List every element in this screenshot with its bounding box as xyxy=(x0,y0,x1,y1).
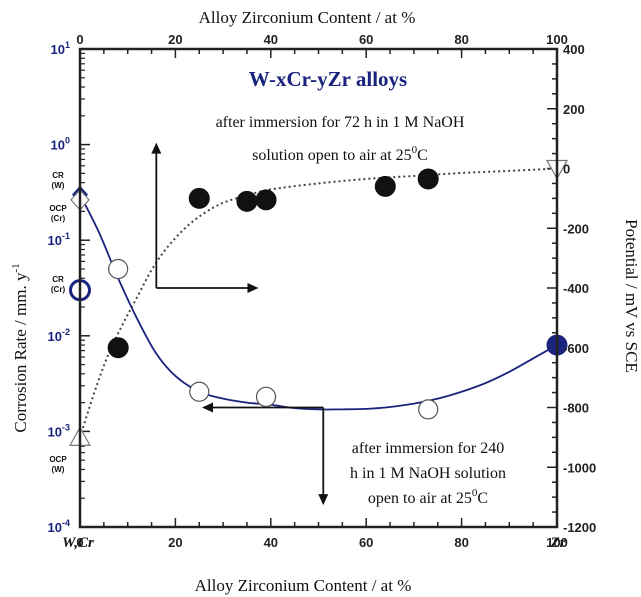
y-left-tick-label: 101 xyxy=(51,40,70,57)
y-left-tick-base: 10 xyxy=(48,233,62,248)
label-cr-w-2: (W) xyxy=(52,181,65,190)
y-left-tick-label: 10-2 xyxy=(48,327,70,344)
x-tick-label-bottom: 80 xyxy=(454,535,468,550)
annotation-top-line2: solution open to air at 250C xyxy=(252,144,428,164)
potential-point xyxy=(188,187,210,209)
corrosion-rate-point xyxy=(418,399,439,420)
annotation-bottom-sup: 0 xyxy=(472,487,478,499)
annotation-bottom-line1: after immersion for 240 xyxy=(352,440,504,457)
y-left-tick-label: 10-1 xyxy=(48,231,70,248)
corrosion-rate-fit-curve xyxy=(79,194,558,411)
label-ocp-cr-2: (Cr) xyxy=(51,214,66,223)
corrosion-rate-point xyxy=(108,258,129,280)
y-right-tick-label: 200 xyxy=(563,102,585,117)
y-right-tick-label: -400 xyxy=(563,281,589,296)
y-right-tick-label: -800 xyxy=(563,401,589,416)
corner-label-left: W,Cr xyxy=(62,535,94,551)
annotation-bottom-line2: h in 1 M NaOH solution xyxy=(350,465,506,482)
annotation-bottom-unit: C xyxy=(477,490,488,507)
corrosion-rate-point xyxy=(189,381,210,402)
arrow-up-head xyxy=(151,142,162,154)
y-left-tick-base: 10 xyxy=(48,520,62,535)
arrow-right-head xyxy=(247,283,259,293)
arrows xyxy=(151,142,329,506)
y-left-tick-exp: 1 xyxy=(65,40,70,50)
y-left-tick-exp: -1 xyxy=(62,231,70,241)
x-tick-label-bottom: 100 xyxy=(546,535,568,550)
potential-fit-curve xyxy=(79,167,558,438)
y-right-tick-label: -1000 xyxy=(563,460,596,475)
annotation-top-text: solution open to air at 25 xyxy=(252,147,412,164)
label-cr-cr-1: CR xyxy=(52,275,64,284)
label-ocp-cr-1: OCP xyxy=(49,204,67,213)
y-axis-title-left-text: Corrosion Rate / mm. y xyxy=(11,272,30,433)
x-tick-label-top: 80 xyxy=(454,32,468,47)
label-cr-w-1: CR xyxy=(52,171,64,180)
y-right-tick-label: 0 xyxy=(563,162,570,177)
annotation-top-unit: C xyxy=(417,147,428,164)
y-axis-title-left-sup: -1 xyxy=(10,263,22,272)
annotation-bottom-text: open to air at 25 xyxy=(368,490,472,507)
x-tick-label-top: 40 xyxy=(264,32,278,47)
annotation-bottom-line3: open to air at 250C xyxy=(368,487,488,507)
x-axis-title-bottom: Alloy Zirconium Content / at % xyxy=(195,576,412,595)
potential-point xyxy=(417,168,439,190)
tick-labels: 00202040406060808010010010110010-110-210… xyxy=(48,32,597,550)
arrow-down-head xyxy=(318,494,329,506)
y-left-tick-base: 10 xyxy=(51,42,65,57)
y-right-tick-label: -1200 xyxy=(563,520,596,535)
y-left-tick-exp: -2 xyxy=(62,327,70,337)
y-left-tick-base: 10 xyxy=(48,329,62,344)
y-left-tick-label: 100 xyxy=(51,136,70,153)
y-left-tick-label: 10-3 xyxy=(48,422,70,439)
annotation-top-sup: 0 xyxy=(412,144,418,156)
potential-point xyxy=(255,189,277,211)
corner-label-right: Zr xyxy=(550,535,566,551)
potential-point xyxy=(107,337,129,359)
data-points xyxy=(68,159,569,446)
x-tick-label-top: 0 xyxy=(76,32,83,47)
x-tick-label-bottom: 0 xyxy=(76,535,83,550)
x-tick-label-bottom: 60 xyxy=(359,535,373,550)
potential-point xyxy=(236,190,258,212)
y-axis-title-right: Potential / mV vs SCE xyxy=(622,219,641,373)
x-tick-label-bottom: 40 xyxy=(264,535,278,550)
x-tick-label-top: 100 xyxy=(546,32,568,47)
label-ocp-w-1: OCP xyxy=(49,455,67,464)
x-tick-label-top: 60 xyxy=(359,32,373,47)
y-left-tick-base: 10 xyxy=(51,138,65,153)
x-tick-label-top: 20 xyxy=(168,32,182,47)
x-tick-label-bottom: 20 xyxy=(168,535,182,550)
chart-title: W-xCr-yZr alloys xyxy=(249,67,407,91)
fit-curves xyxy=(79,167,558,438)
y-right-tick-label: -600 xyxy=(563,341,589,356)
y-right-tick-label: -200 xyxy=(563,221,589,236)
potential-point xyxy=(374,175,396,197)
y-left-tick-exp: -4 xyxy=(62,518,70,528)
y-left-tick-exp: 0 xyxy=(65,136,70,146)
label-cr-cr-2: (Cr) xyxy=(51,285,66,294)
x-axis-title-top: Alloy Zirconium Content / at % xyxy=(199,8,416,27)
y-right-tick-label: 400 xyxy=(563,42,585,57)
annotation-top-line1: after immersion for 72 h in 1 M NaOH xyxy=(216,114,465,131)
y-axis-title-left: Corrosion Rate / mm. y-1 xyxy=(10,263,30,432)
y-left-tick-exp: -3 xyxy=(62,422,70,432)
plot-frame xyxy=(78,47,559,529)
label-ocp-w-2: (W) xyxy=(52,465,65,474)
corrosion-rate-point xyxy=(255,386,277,407)
arrow-left-head xyxy=(202,402,214,413)
y-left-tick-label: 10-4 xyxy=(48,518,70,535)
y-left-tick-base: 10 xyxy=(48,424,62,439)
